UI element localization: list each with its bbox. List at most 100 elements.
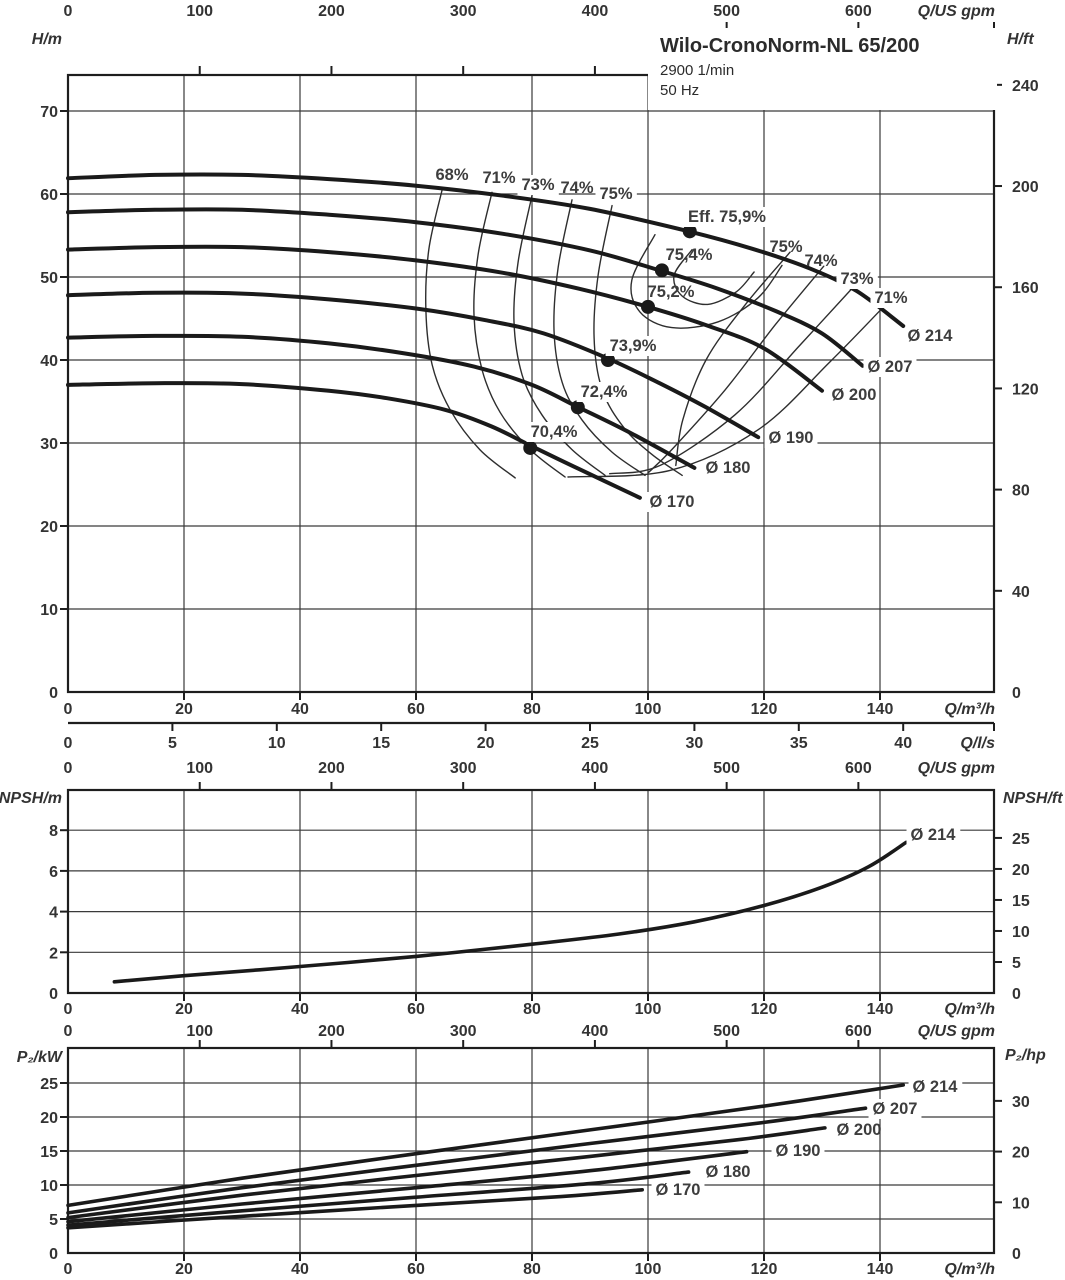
power-curve-Ø170 <box>66 1188 644 1230</box>
curve-label: 73% <box>840 270 873 288</box>
q-m3h-tick-label: 0 <box>64 701 73 718</box>
p2-kw-tick-label: 0 <box>49 1246 58 1263</box>
gpm-tick-label: 400 <box>582 760 609 777</box>
curve-label: Ø 214 <box>908 327 954 345</box>
npsh-m-tick-label: 8 <box>49 823 58 840</box>
axis-unit-label: NPSH/ft <box>1003 790 1063 807</box>
power-curve-Ø180 <box>66 1170 691 1227</box>
axis-unit-label: Q/US gpm <box>918 3 995 20</box>
axis-unit-label: Q/US gpm <box>918 1023 995 1040</box>
q-m3h-tick-label: 40 <box>291 1001 309 1018</box>
curve-label: 74% <box>560 179 593 197</box>
curve-label: Ø 214 <box>913 1078 959 1096</box>
curve-label: 68% <box>435 166 468 184</box>
axis-unit-label: P₂/kW <box>17 1049 64 1066</box>
curve-label: Ø 214 <box>911 826 957 844</box>
axis-unit-label: Q/m³/h <box>944 1261 995 1278</box>
curve-label: Ø 180 <box>706 459 751 477</box>
gpm-tick-label: 600 <box>845 3 872 20</box>
q-m3h-tick-label: 140 <box>867 701 894 718</box>
label-background <box>836 269 878 289</box>
head-m-tick-label: 50 <box>40 270 58 287</box>
gpm-tick-label: 200 <box>318 1023 345 1040</box>
axis-unit-label: P₂/hp <box>1005 1047 1046 1064</box>
head-m-tick-label: 40 <box>40 353 58 370</box>
npsh-m-tick-label: 4 <box>49 905 58 922</box>
q-m3h-tick-label: 120 <box>751 1261 778 1278</box>
label-background <box>908 1077 963 1097</box>
q-ls-tick-label: 25 <box>581 735 599 752</box>
bep-marker <box>641 299 655 314</box>
npsh-ft-tick-label: 25 <box>1012 831 1030 848</box>
npsh-ft-tick-label: 20 <box>1012 862 1030 879</box>
gpm-tick-label: 200 <box>318 3 345 20</box>
p2-kw-tick-label: 10 <box>40 1178 58 1195</box>
gpm-tick-label: 0 <box>64 760 73 777</box>
label-background <box>764 428 818 448</box>
axis-unit-label: H/m <box>32 31 62 48</box>
gpm-tick-label: 0 <box>64 1023 73 1040</box>
axis-unit-label: Q/l/s <box>960 735 995 752</box>
head-curve-Ø200 <box>66 244 824 393</box>
head-m-tick-label: 30 <box>40 436 58 453</box>
q-m3h-tick-label: 0 <box>64 1261 73 1278</box>
q-m3h-tick-label: 80 <box>523 701 541 718</box>
power-curve-Ø207 <box>66 1106 868 1215</box>
curve-label: 75,4% <box>666 246 713 264</box>
npsh-ft-tick-label: 15 <box>1012 893 1030 910</box>
q-m3h-tick-label: 100 <box>635 701 662 718</box>
p2-kw-tick-label: 25 <box>40 1076 58 1093</box>
head-ft-tick-label: 40 <box>1012 584 1030 601</box>
pump-model-title: Wilo-CronoNorm-NL 65/200 <box>660 35 920 57</box>
bep-marker <box>682 224 697 239</box>
head-m-tick-label: 0 <box>49 685 58 702</box>
gpm-tick-label: 600 <box>845 1023 872 1040</box>
efficiency-contour-75%-5 <box>675 251 791 467</box>
curve-label: Ø 207 <box>868 358 913 376</box>
label-background <box>651 1180 705 1200</box>
head-curve-Ø214 <box>66 172 906 328</box>
efficiency-contour-73%-7 <box>609 281 859 475</box>
gpm-tick-label: 400 <box>582 1023 609 1040</box>
q-ls-tick-label: 10 <box>268 735 286 752</box>
p2-kw-tick-label: 15 <box>40 1144 58 1161</box>
q-ls-tick-label: 20 <box>477 735 495 752</box>
curve-label: Ø 200 <box>832 386 877 404</box>
npsh-m-tick-label: 6 <box>49 864 58 881</box>
q-ls-tick-label: 30 <box>686 735 704 752</box>
power-curve-Ø214 <box>66 1083 905 1208</box>
efficiency-contour-74%-3 <box>553 199 646 477</box>
gpm-tick-label: 400 <box>582 3 609 20</box>
npsh-ft-tick-label: 0 <box>1012 986 1021 1003</box>
curve-label: Ø 200 <box>837 1121 882 1139</box>
label-background <box>526 422 582 442</box>
p2-hp-tick-label: 30 <box>1012 1094 1030 1111</box>
head-ft-tick-label: 240 <box>1012 78 1039 95</box>
npsh-curve-Ø214 <box>112 840 908 984</box>
bep-marker <box>523 440 538 455</box>
q-m3h-tick-label: 80 <box>523 1261 541 1278</box>
head-ft-tick-label: 80 <box>1012 483 1030 500</box>
q-m3h-tick-label: 140 <box>867 1261 894 1278</box>
label-background <box>645 492 699 512</box>
q-ls-tick-label: 35 <box>790 735 808 752</box>
label-background <box>684 207 771 227</box>
curve-label: 75% <box>769 238 802 256</box>
q-m3h-tick-label: 40 <box>291 701 309 718</box>
label-background <box>595 184 637 204</box>
efficiency-contour-74%-6 <box>647 265 825 474</box>
gpm-tick-label: 100 <box>186 1023 213 1040</box>
gpm-tick-label: 500 <box>713 1023 740 1040</box>
q-m3h-tick-label: 20 <box>175 1261 193 1278</box>
curve-label: Ø 170 <box>650 493 695 511</box>
gpm-tick-label: 0 <box>64 3 73 20</box>
head-curve-Ø170 <box>66 381 642 500</box>
q-ls-tick-label: 5 <box>168 735 177 752</box>
curve-label: 75% <box>599 185 632 203</box>
q-ls-tick-label: 0 <box>64 735 73 752</box>
label-background <box>906 825 961 845</box>
npsh-m-tick-label: 2 <box>49 945 58 962</box>
gpm-tick-label: 300 <box>450 1023 477 1040</box>
p2-kw-tick-label: 5 <box>49 1212 58 1229</box>
